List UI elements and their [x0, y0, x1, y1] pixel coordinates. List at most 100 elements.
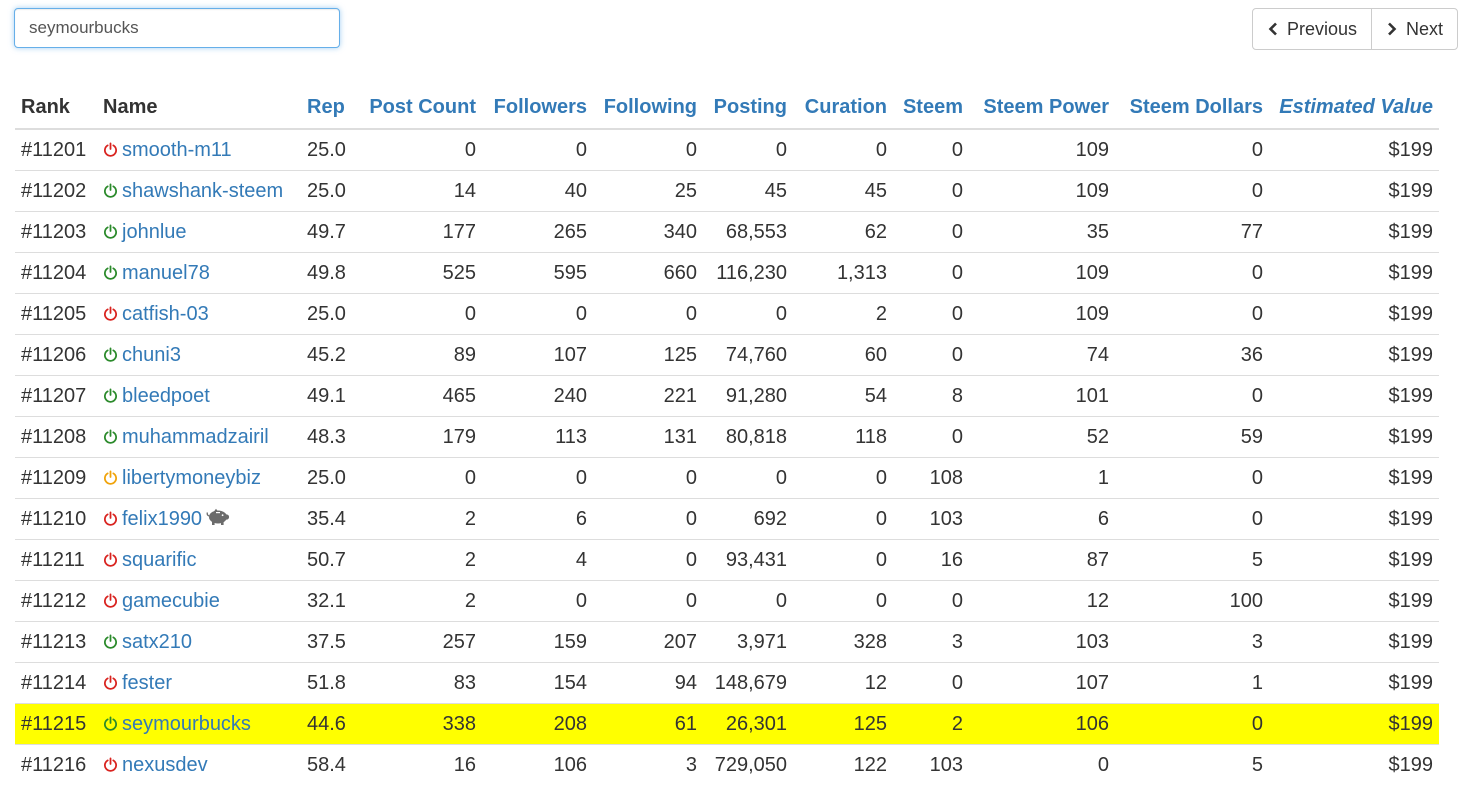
header-steem-power[interactable]: Steem Power [969, 86, 1115, 129]
user-link[interactable]: johnlue [122, 221, 187, 243]
header-name: Name [97, 86, 301, 129]
header-steem-dollars[interactable]: Steem Dollars [1115, 86, 1269, 129]
posting-cell: 0 [703, 458, 793, 499]
user-link[interactable]: gamecubie [122, 590, 220, 612]
curation-cell: 54 [793, 376, 893, 417]
steem-power-cell: 6 [969, 499, 1115, 540]
power-icon [103, 265, 118, 280]
steem-dollars-cell: 0 [1115, 129, 1269, 171]
power-icon [103, 429, 118, 444]
steem-cell: 3 [893, 622, 969, 663]
user-link[interactable]: muhammadzairil [122, 426, 269, 448]
power-icon [103, 634, 118, 649]
previous-label: Previous [1287, 19, 1357, 40]
followers-cell: 6 [482, 499, 593, 540]
name-cell: shawshank-steem [97, 171, 301, 212]
user-link[interactable]: bleedpoet [122, 385, 210, 407]
power-icon [103, 347, 118, 362]
rep-cell: 25.0 [301, 294, 363, 335]
user-link[interactable]: squarific [122, 549, 196, 571]
user-link[interactable]: satx210 [122, 631, 192, 653]
header-curation[interactable]: Curation [793, 86, 893, 129]
power-icon [103, 470, 118, 485]
steem-dollars-cell: 0 [1115, 253, 1269, 294]
user-link[interactable]: felix1990 [122, 508, 202, 530]
header-estimated-value[interactable]: Estimated Value [1269, 86, 1439, 129]
followers-cell: 159 [482, 622, 593, 663]
user-link[interactable]: seymourbucks [122, 713, 251, 735]
curation-cell: 1,313 [793, 253, 893, 294]
power-icon [103, 511, 118, 526]
header-following[interactable]: Following [593, 86, 703, 129]
rep-cell: 44.6 [301, 704, 363, 745]
user-link[interactable]: manuel78 [122, 262, 210, 284]
piggy-bank-icon [205, 508, 231, 526]
estimated-value-cell: $199 [1269, 745, 1439, 785]
following-cell: 207 [593, 622, 703, 663]
posting-cell: 729,050 [703, 745, 793, 785]
post-count-cell: 89 [363, 335, 482, 376]
user-link[interactable]: catfish-03 [122, 303, 209, 325]
user-link[interactable]: fester [122, 672, 172, 694]
name-cell: libertymoneybiz [97, 458, 301, 499]
rep-cell: 51.8 [301, 663, 363, 704]
user-link[interactable]: nexusdev [122, 754, 208, 776]
header-followers[interactable]: Followers [482, 86, 593, 129]
curation-cell: 328 [793, 622, 893, 663]
rank-cell: #11215 [15, 704, 97, 745]
user-link[interactable]: shawshank-steem [122, 180, 283, 202]
posting-cell: 91,280 [703, 376, 793, 417]
following-cell: 0 [593, 581, 703, 622]
steem-power-cell: 106 [969, 704, 1115, 745]
followers-cell: 240 [482, 376, 593, 417]
rep-cell: 25.0 [301, 458, 363, 499]
next-label: Next [1406, 19, 1443, 40]
user-link[interactable]: chuni3 [122, 344, 181, 366]
curation-cell: 45 [793, 171, 893, 212]
name-cell: nexusdev [97, 745, 301, 785]
name-cell: gamecubie [97, 581, 301, 622]
user-link[interactable]: smooth-m11 [122, 139, 232, 161]
power-icon [103, 388, 118, 403]
next-button[interactable]: Next [1371, 8, 1458, 50]
estimated-value-cell: $199 [1269, 171, 1439, 212]
estimated-value-cell: $199 [1269, 622, 1439, 663]
posting-cell: 80,818 [703, 417, 793, 458]
power-icon [103, 183, 118, 198]
header-post-count[interactable]: Post Count [363, 86, 482, 129]
users-table: Rank Name Rep Post Count Followers Follo… [15, 86, 1439, 785]
steem-cell: 8 [893, 376, 969, 417]
chevron-right-icon [1386, 22, 1398, 36]
post-count-cell: 0 [363, 294, 482, 335]
steem-dollars-cell: 77 [1115, 212, 1269, 253]
header-steem[interactable]: Steem [893, 86, 969, 129]
estimated-value-cell: $199 [1269, 704, 1439, 745]
rank-cell: #11208 [15, 417, 97, 458]
name-cell: felix1990 [97, 499, 301, 540]
posting-cell: 116,230 [703, 253, 793, 294]
header-rep[interactable]: Rep [301, 86, 363, 129]
steem-cell: 2 [893, 704, 969, 745]
header-posting[interactable]: Posting [703, 86, 793, 129]
steem-dollars-cell: 0 [1115, 294, 1269, 335]
name-cell: satx210 [97, 622, 301, 663]
steem-cell: 0 [893, 581, 969, 622]
post-count-cell: 16 [363, 745, 482, 785]
name-cell: squarific [97, 540, 301, 581]
steem-dollars-cell: 36 [1115, 335, 1269, 376]
followers-cell: 0 [482, 581, 593, 622]
user-link[interactable]: libertymoneybiz [122, 467, 261, 489]
followers-cell: 40 [482, 171, 593, 212]
search-container [14, 8, 340, 48]
previous-button[interactable]: Previous [1252, 8, 1372, 50]
search-input[interactable] [14, 8, 340, 48]
posting-cell: 3,971 [703, 622, 793, 663]
followers-cell: 0 [482, 129, 593, 171]
estimated-value-cell: $199 [1269, 294, 1439, 335]
steem-cell: 0 [893, 212, 969, 253]
